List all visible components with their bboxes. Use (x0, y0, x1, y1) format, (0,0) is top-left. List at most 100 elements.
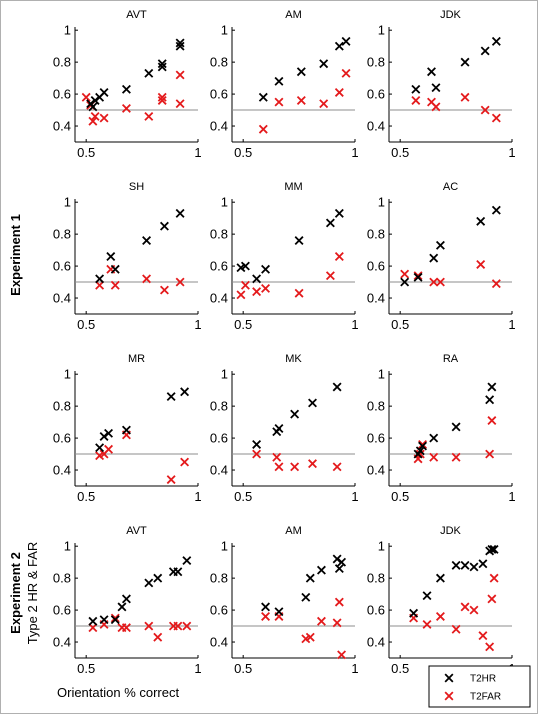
panel-sh-exp1: SH 0.4 0.6 0.8 1 0.5 1 (53, 181, 202, 332)
y-tick-label: 0.8 (53, 55, 71, 70)
y-tick-label: 0.4 (53, 291, 71, 306)
x-tick-label: 0.5 (77, 661, 95, 676)
point-t2hr (88, 616, 98, 626)
x-tick-label: 0.5 (77, 489, 95, 504)
point-t2far (272, 452, 282, 462)
point-t2hr (489, 544, 499, 554)
point-t2hr (334, 564, 344, 574)
point-t2far (400, 269, 410, 279)
point-t2hr (110, 615, 120, 625)
y-tick-label: 0.4 (53, 635, 71, 650)
point-t2hr (451, 560, 461, 570)
y-tick-label: 0.8 (53, 227, 71, 242)
point-t2hr (431, 83, 441, 93)
panel-title: MR (128, 353, 145, 365)
point-t2hr (240, 261, 250, 271)
point-t2far (478, 631, 488, 641)
point-t2far (341, 68, 351, 78)
point-t2far (144, 621, 154, 631)
legend-marker-t2hr (444, 673, 454, 683)
point-t2far (159, 285, 169, 295)
x-tick-label: 0.5 (391, 661, 409, 676)
y-tick-label: 0.6 (53, 87, 71, 102)
x-tick-label: 0.5 (391, 145, 409, 160)
series-t2hr (86, 38, 185, 112)
series-t2far (261, 597, 347, 660)
y-tick-label: 0.6 (210, 431, 228, 446)
point-t2far (81, 92, 91, 102)
panel-title: AVT (126, 9, 147, 21)
point-t2far (469, 605, 479, 615)
point-t2hr (88, 102, 98, 112)
y-tick-label: 0.4 (367, 635, 385, 650)
point-t2hr (274, 607, 284, 617)
y-tick-label: 0.6 (210, 87, 228, 102)
point-t2hr (301, 592, 311, 602)
series-t2far (411, 92, 501, 123)
point-t2hr (274, 424, 284, 433)
point-t2far (422, 619, 432, 629)
y-tick-label: 1 (378, 539, 385, 554)
x-tick-label: 0.5 (77, 317, 95, 332)
point-t2hr (175, 208, 185, 218)
point-t2far (258, 124, 268, 134)
y-tick-label: 0.8 (367, 571, 385, 586)
y-tick-label: 0.6 (367, 87, 385, 102)
point-t2hr (337, 557, 347, 567)
y-tick-label: 0.8 (53, 571, 71, 586)
point-t2far (182, 621, 192, 631)
point-t2hr (157, 59, 167, 69)
point-t2hr (252, 439, 262, 449)
y-tick-label: 0.6 (210, 603, 228, 618)
point-t2hr (144, 68, 154, 78)
point-t2far (460, 602, 470, 612)
point-t2hr (274, 76, 284, 86)
y-tick-label: 0.8 (367, 55, 385, 70)
point-t2hr (460, 560, 470, 570)
point-t2hr (480, 46, 490, 56)
series-t2far (236, 252, 344, 300)
point-t2hr (144, 578, 154, 588)
point-t2hr (319, 59, 329, 69)
y-tick-label: 0.4 (53, 119, 71, 134)
y-tick-label: 0.4 (367, 291, 385, 306)
point-t2hr (422, 591, 432, 601)
legend-label-t2hr: T2HR (470, 674, 496, 685)
series-t2hr (88, 556, 192, 626)
point-t2hr (90, 95, 100, 105)
point-t2hr (121, 425, 131, 435)
point-t2hr (308, 398, 317, 408)
point-t2hr (469, 562, 479, 572)
point-t2hr (487, 544, 497, 554)
x-tick-label: 1 (351, 661, 358, 676)
point-t2far (451, 452, 461, 462)
point-t2far (88, 116, 98, 126)
point-t2far (236, 290, 246, 300)
point-t2far (274, 97, 284, 107)
point-t2far (491, 279, 501, 289)
panel-avt-exp1: AVT 0.4 0.6 0.8 1 0.5 1 (53, 9, 202, 160)
point-t2hr (451, 422, 461, 432)
panel-title: RA (443, 353, 459, 365)
point-t2hr (487, 382, 497, 392)
point-t2far (175, 70, 185, 80)
y-tick-label: 1 (378, 23, 385, 38)
y-tick-label: 0.4 (210, 635, 228, 650)
point-t2far (332, 462, 342, 472)
point-t2far (451, 624, 461, 634)
point-t2far (95, 451, 105, 461)
point-t2hr (415, 446, 425, 456)
point-t2far (460, 92, 470, 102)
legend-label-t2far: T2FAR (470, 692, 501, 703)
x-tick-label: 0.5 (234, 145, 252, 160)
point-t2hr (121, 594, 131, 604)
point-t2far (95, 280, 105, 290)
point-t2hr (334, 208, 344, 218)
y-tick-label: 1 (378, 195, 385, 210)
y-tick-label: 1 (378, 367, 385, 382)
point-t2hr (435, 573, 445, 583)
point-t2far (173, 621, 183, 631)
point-t2hr (182, 556, 192, 566)
panel-title: AM (285, 525, 302, 537)
point-t2far (332, 618, 342, 628)
